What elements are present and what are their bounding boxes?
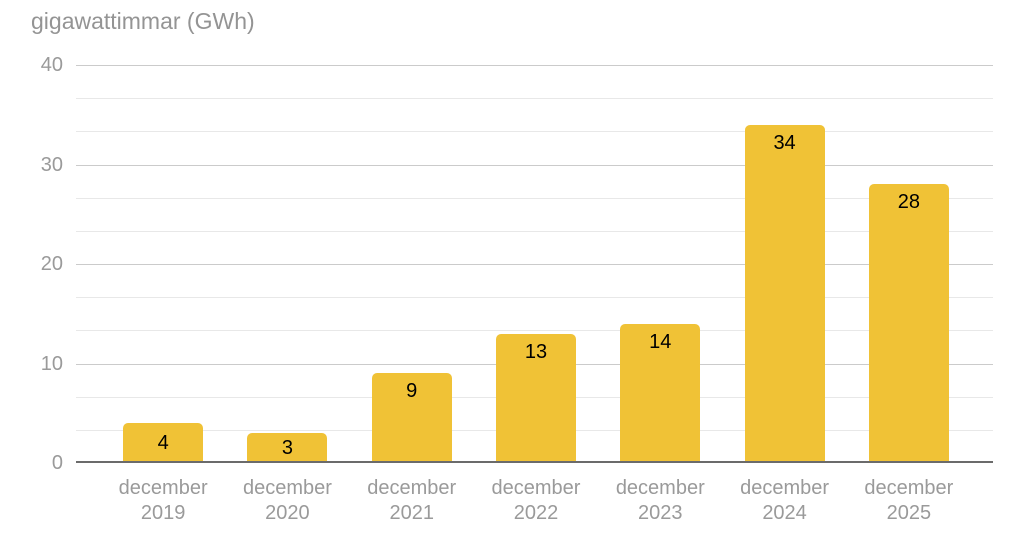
bar[interactable] bbox=[123, 423, 204, 463]
gridline-minor bbox=[76, 131, 993, 133]
bar-value-label: 4 bbox=[157, 431, 169, 454]
x-axis-baseline bbox=[76, 461, 993, 463]
x-axis-category-label: december 2024 bbox=[740, 477, 830, 524]
gridline-major bbox=[76, 164, 993, 166]
gridline-minor bbox=[76, 197, 993, 199]
bar[interactable] bbox=[620, 323, 701, 463]
x-axis-category-label: december 2021 bbox=[367, 477, 457, 524]
x-axis-category-label: december 2023 bbox=[615, 477, 705, 524]
bar[interactable] bbox=[247, 433, 328, 463]
y-tick-label: 20 bbox=[40, 253, 63, 275]
bar[interactable] bbox=[744, 124, 825, 463]
gridline-minor bbox=[76, 330, 993, 332]
bar-value-label: 28 bbox=[897, 191, 920, 214]
bar-value-label: 14 bbox=[649, 330, 672, 353]
x-axis-category-label: december 2019 bbox=[118, 477, 208, 524]
x-axis-category-label: december 2025 bbox=[864, 477, 954, 524]
y-tick-label: 30 bbox=[40, 153, 63, 176]
bar-value-label: 34 bbox=[773, 131, 796, 154]
bar-value-label: 3 bbox=[281, 436, 293, 459]
gridline-major bbox=[76, 65, 993, 66]
y-tick-label: 0 bbox=[51, 452, 63, 474]
gridline-minor bbox=[76, 297, 993, 299]
bar-value-label: 9 bbox=[406, 380, 418, 403]
x-axis-category-label: december 2020 bbox=[242, 477, 332, 524]
bar[interactable] bbox=[868, 184, 949, 463]
x-axis-category-label: december 2022 bbox=[491, 477, 581, 524]
y-tick-label: 40 bbox=[40, 54, 63, 76]
bar[interactable] bbox=[371, 373, 452, 463]
gridline-minor bbox=[76, 98, 993, 100]
gridline-major bbox=[76, 264, 993, 265]
chart-title: gigawattimmar (GWh) bbox=[31, 8, 255, 34]
gridline-minor bbox=[76, 230, 993, 232]
y-tick-label: 10 bbox=[40, 352, 63, 375]
bar[interactable] bbox=[496, 333, 576, 463]
bar-value-label: 13 bbox=[524, 340, 548, 363]
